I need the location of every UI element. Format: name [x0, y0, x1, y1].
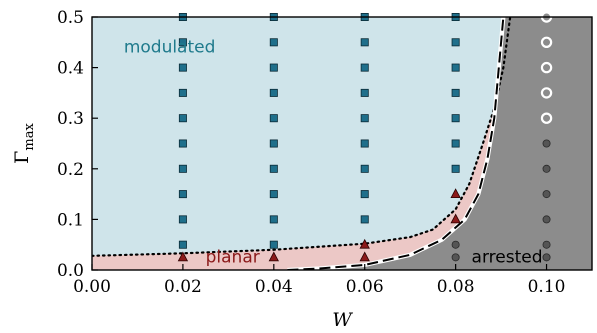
data-point-circle-dark	[542, 215, 551, 224]
data-point-triangle	[268, 251, 279, 262]
x-tick-label: 0.10	[528, 277, 566, 297]
data-point-square	[178, 139, 187, 148]
data-point-triangle	[359, 251, 370, 262]
y-tick-label: 0.2	[57, 160, 84, 180]
data-point-square	[360, 164, 369, 173]
data-point-square	[269, 240, 278, 249]
data-point-circle-dark	[451, 240, 460, 249]
region-arrested	[287, 17, 592, 270]
x-tick-label: 0.02	[164, 277, 202, 297]
data-point-square	[360, 63, 369, 72]
data-point-square	[269, 114, 278, 123]
data-point-circle-open	[540, 36, 553, 49]
data-point-circle-open	[540, 61, 553, 74]
data-point-square	[269, 215, 278, 224]
data-point-square	[360, 114, 369, 123]
data-point-square	[360, 139, 369, 148]
x-axis-label: W	[332, 309, 353, 331]
data-point-circle-dark	[451, 253, 460, 262]
data-point-circle-dark	[542, 253, 551, 262]
x-tick-label: 0.06	[346, 277, 384, 297]
x-tick-label: 0.08	[437, 277, 475, 297]
region-label-arrested: arrested	[472, 247, 543, 267]
data-point-square	[269, 164, 278, 173]
plot-frame	[91, 16, 593, 271]
data-point-circle-open	[540, 112, 553, 124]
y-axis-label-subscript: max	[22, 123, 37, 151]
region-label-modulated: modulated	[124, 37, 216, 57]
data-point-square	[269, 38, 278, 47]
y-tick-label: 0.4	[57, 59, 84, 79]
x-tick-label: 0.04	[255, 277, 293, 297]
y-tick-label: 0.0	[57, 261, 84, 281]
data-point-triangle	[450, 213, 461, 224]
data-point-square	[451, 88, 460, 97]
y-tick-label: 0.5	[57, 8, 84, 28]
data-point-square	[360, 190, 369, 199]
data-point-circle-dark	[542, 190, 551, 199]
data-point-square	[178, 240, 187, 249]
data-point-square	[269, 63, 278, 72]
data-point-square	[178, 114, 187, 123]
region-label-planar: planar	[206, 247, 260, 267]
data-point-square	[360, 38, 369, 47]
data-point-square	[360, 88, 369, 97]
y-tick-label: 0.3	[57, 109, 84, 129]
data-point-square	[451, 38, 460, 47]
boundary-dashed	[287, 17, 505, 270]
data-point-circle-dark	[542, 164, 551, 173]
data-point-circle-dark	[542, 240, 551, 249]
data-point-square	[451, 63, 460, 72]
data-point-square	[451, 164, 460, 173]
data-point-square	[269, 88, 278, 97]
data-point-circle-dark	[542, 139, 551, 148]
data-point-square	[360, 215, 369, 224]
data-point-square	[178, 38, 187, 47]
data-point-square	[178, 88, 187, 97]
data-point-circle-open	[540, 87, 553, 99]
data-point-square	[178, 190, 187, 199]
region-planar	[92, 17, 592, 270]
y-tick-label: 0.1	[57, 210, 84, 230]
y-axis-label-main: Γ	[11, 151, 33, 164]
data-point-triangle	[450, 188, 461, 199]
y-axis-label: Γmax	[11, 123, 37, 164]
data-point-square	[178, 164, 187, 173]
data-point-square	[269, 139, 278, 148]
data-point-triangle	[359, 238, 370, 249]
data-point-triangle	[177, 251, 189, 262]
data-point-square	[178, 63, 187, 72]
data-point-square	[451, 114, 460, 123]
x-tick-label: 0.00	[73, 277, 111, 297]
data-point-square	[269, 190, 278, 199]
data-point-square	[178, 215, 187, 224]
data-point-square	[451, 139, 460, 148]
